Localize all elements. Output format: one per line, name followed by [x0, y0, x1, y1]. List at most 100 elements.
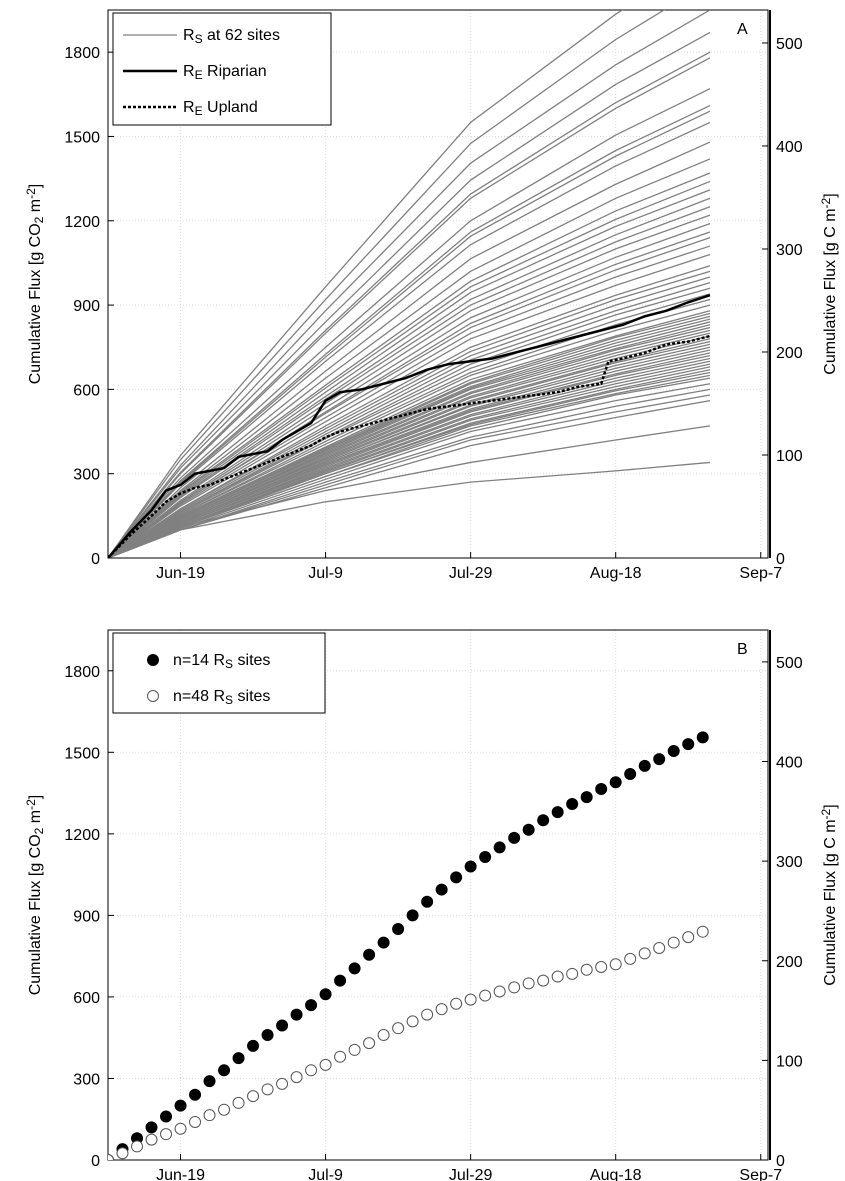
- site-line: [108, 51, 711, 558]
- marker: [566, 967, 579, 980]
- site-line: [108, 340, 711, 558]
- x-tick-label: Aug-18: [590, 1167, 642, 1181]
- label-part: ]: [27, 184, 44, 188]
- y2-tick-label: 300: [776, 854, 803, 871]
- y-tick-label: 0: [91, 551, 100, 568]
- marker: [377, 936, 390, 949]
- site-line: [108, 104, 711, 558]
- x-tick-label: Jun-19: [156, 565, 205, 582]
- marker: [638, 947, 651, 960]
- marker: [653, 942, 666, 954]
- y-tick-label: 900: [73, 908, 100, 925]
- marker: [667, 744, 680, 757]
- y-tick-label: 300: [73, 1071, 100, 1088]
- label-part: 2: [32, 216, 46, 223]
- site-line: [108, 276, 711, 558]
- marker: [435, 1003, 448, 1016]
- label-part: m: [27, 810, 44, 828]
- marker: [624, 768, 637, 781]
- y2-tick-label: 0: [776, 1153, 785, 1170]
- y-tick-label: 600: [73, 382, 100, 399]
- site-line: [108, 349, 711, 558]
- y2-tick-label: 400: [776, 139, 803, 156]
- site-line: [108, 10, 666, 558]
- y-tick-label: 1200: [64, 214, 100, 231]
- x-tick-label: Jul-29: [449, 1167, 493, 1181]
- site-line: [108, 180, 711, 558]
- label-part: Cumulative Flux [g C m: [822, 819, 839, 985]
- marker: [450, 871, 463, 884]
- series-line: [108, 334, 711, 558]
- site-line: [108, 324, 711, 558]
- y2-tick-label: 500: [776, 36, 803, 53]
- label-part: -2: [819, 197, 833, 208]
- site-line: [108, 293, 711, 558]
- marker: [145, 1121, 158, 1134]
- y2-axis-label: Cumulative Flux [g C m-2]: [819, 193, 839, 374]
- site-line: [108, 121, 711, 558]
- marker: [392, 922, 405, 935]
- marker: [160, 1110, 173, 1123]
- x-tick-label: Jun-19: [156, 1167, 205, 1181]
- legend-label: RE Riparian: [183, 63, 267, 82]
- marker: [493, 841, 506, 854]
- site-line: [108, 10, 711, 558]
- label-part: sites: [233, 688, 270, 705]
- marker: [580, 963, 593, 976]
- x-tick-label: Jul-9: [308, 565, 343, 582]
- y2-tick-label: 100: [776, 1053, 803, 1070]
- site-line: [108, 88, 711, 558]
- marker: [406, 909, 419, 922]
- marker: [479, 989, 492, 1002]
- legend-label: RS at 62 sites: [183, 27, 280, 46]
- y2-tick-label: 100: [776, 448, 803, 465]
- series-line: [108, 294, 711, 558]
- panel: 0 300 600 900 1200 1500 1800 0 100 200 300 400 500 Ju…: [24, 629, 839, 1181]
- marker: [363, 1037, 376, 1050]
- marker: [609, 776, 622, 789]
- y-axis-label: Cumulative Flux [g CO2 m-2]: [24, 184, 46, 385]
- marker: [450, 997, 463, 1010]
- panel: 0 300 600 900 1200 1500 1800 0 100 200 300 400 500 Ju…: [24, 9, 839, 582]
- site-line: [108, 206, 711, 558]
- marker: [116, 1147, 129, 1160]
- y-tick-label: 0: [91, 1153, 100, 1170]
- marker: [406, 1015, 419, 1028]
- site-line: [108, 214, 711, 558]
- plot-area: [108, 10, 711, 558]
- marker: [108, 1154, 114, 1160]
- legend-label: RE Upland: [183, 99, 258, 118]
- marker: [348, 962, 361, 975]
- marker: [638, 759, 651, 772]
- x-tick-label: Sep-7: [739, 1167, 782, 1181]
- label-part: sites: [233, 652, 270, 669]
- marker: [247, 1090, 260, 1103]
- marker: [421, 895, 434, 908]
- legend-marker: [147, 690, 159, 702]
- marker: [261, 1028, 274, 1041]
- site-line: [108, 57, 711, 558]
- site-line: [108, 281, 711, 558]
- site-line: [108, 10, 624, 558]
- legend-label: n=48 RS sites: [173, 688, 270, 707]
- x-tick-label: Sep-7: [739, 565, 782, 582]
- panel-label: A: [737, 21, 748, 38]
- marker: [595, 783, 608, 795]
- marker: [319, 988, 332, 1001]
- marker: [580, 791, 593, 804]
- marker: [276, 1019, 289, 1032]
- marker: [435, 883, 448, 896]
- marker: [479, 850, 492, 863]
- marker: [609, 958, 622, 971]
- label-part: -2: [24, 188, 38, 199]
- y2-tick-label: 200: [776, 954, 803, 971]
- marker: [595, 961, 608, 974]
- site-line: [108, 245, 711, 558]
- y-tick-label: 1800: [64, 664, 100, 681]
- x-tick-label: Jul-9: [308, 1167, 343, 1181]
- site-line: [108, 31, 711, 558]
- site-line: [108, 388, 711, 558]
- label-part: ]: [822, 193, 839, 197]
- marker: [174, 1122, 187, 1135]
